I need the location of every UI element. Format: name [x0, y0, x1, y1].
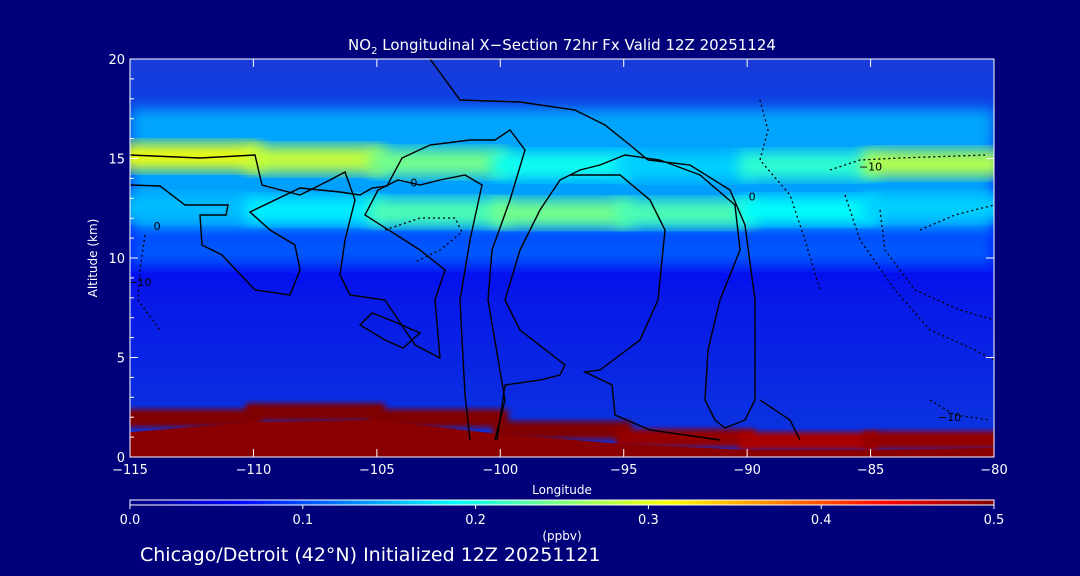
contour-solid-f	[759, 399, 801, 441]
x-tick-label: −115	[112, 463, 148, 478]
layer-cell	[615, 429, 756, 448]
layer-cell	[245, 403, 385, 422]
contour-solid-d	[570, 174, 721, 441]
contour-label: −10	[859, 160, 882, 173]
mid-haze	[130, 234, 994, 266]
layer-cell	[862, 150, 994, 177]
contour-labels: 0 0 0 −10 −10 −10	[128, 160, 961, 424]
colorbar-ticks: 0.0 0.1 0.2 0.3 0.4 0.5	[120, 505, 1005, 528]
layer-lower-band	[130, 194, 994, 227]
contour-solid-c	[429, 59, 756, 441]
layer-cell	[492, 421, 632, 440]
layer-cell	[862, 194, 994, 221]
x-tick-label: −105	[359, 463, 395, 478]
layer-cell	[130, 409, 262, 428]
layer-cell	[615, 200, 756, 227]
colorbar: 0.0 0.1 0.2 0.3 0.4 0.5 (ppbv)	[120, 499, 1005, 543]
layer-surface-layer	[130, 403, 994, 451]
layer-cell	[130, 194, 262, 221]
colorbar-fill	[129, 499, 995, 506]
colorbar-tick-label: 0.2	[465, 513, 486, 528]
contour-dotted-h	[137, 234, 161, 331]
x-axis-label: Longitude	[532, 483, 592, 497]
y-tick-label: 0	[117, 451, 125, 466]
colorbar-label: (ppbv)	[542, 529, 581, 543]
x-tick-label: −95	[610, 463, 637, 478]
layer-cell	[245, 197, 385, 224]
contour-label: 0	[749, 190, 756, 203]
layer-upper-band	[130, 143, 994, 180]
x-axis: −115 −110 −105 −100 −95 −90 −85 −80	[112, 59, 1008, 478]
layer-cell	[739, 152, 879, 179]
contour-label: −10	[128, 276, 151, 289]
layer-cell	[862, 431, 994, 450]
colorbar-tick-label: 0.3	[638, 513, 659, 528]
contour-solid-b	[130, 154, 483, 441]
layer-cell	[368, 199, 509, 226]
x-tick-label: −80	[980, 463, 1007, 478]
y-tick-label: 15	[108, 153, 125, 168]
contour-dotted-c	[844, 194, 994, 361]
contour-dotted-d	[879, 209, 994, 321]
x-tick-label: −110	[236, 463, 272, 478]
y-tick-label: 5	[117, 352, 125, 367]
colorbar-tick-label: 0.5	[984, 513, 1005, 528]
subtitle: Chicago/Detroit (42°N) Initialized 12Z 2…	[140, 544, 601, 566]
contour-dotted-b	[829, 154, 986, 171]
contour-label: 0	[154, 220, 161, 233]
concentration-field	[130, 108, 994, 457]
contour-dotted-a	[759, 99, 821, 291]
colorbar-tick-label: 0.1	[292, 513, 313, 528]
layer-cell	[492, 200, 632, 227]
chart-title: NO2 Longitudinal X−Section 72hr Fx Valid…	[348, 36, 776, 57]
layer-cell	[615, 153, 756, 180]
layer-cell	[739, 432, 879, 451]
y-axis: 0 5 10 15 20	[108, 53, 994, 466]
layer-cell	[368, 149, 509, 176]
y-tick-label: 20	[108, 53, 125, 68]
layer-cell	[739, 197, 879, 224]
y-tick-label: 10	[108, 252, 125, 267]
layer-cell	[245, 146, 385, 173]
layer-cell	[130, 143, 262, 170]
x-tick-label: −90	[733, 463, 760, 478]
contour-solid-a	[130, 129, 526, 441]
layer-cell	[492, 152, 632, 179]
contour-label: 0	[410, 176, 417, 189]
colorbar-tick-label: 0.4	[811, 513, 832, 528]
y-axis-label: Altitude (km)	[86, 219, 100, 298]
surface-ground	[130, 420, 994, 457]
colorbar-tick-label: 0.0	[120, 513, 141, 528]
contour-solid-e	[358, 312, 422, 349]
x-tick-label: −85	[857, 463, 884, 478]
contour-dotted-g	[384, 217, 463, 263]
contour-lines	[130, 59, 994, 441]
x-tick-label: −100	[482, 463, 518, 478]
contour-label: −10	[938, 411, 961, 424]
plot-area: 0 0 0 −10 −10 −10	[128, 59, 994, 457]
layer-cell	[368, 409, 509, 428]
